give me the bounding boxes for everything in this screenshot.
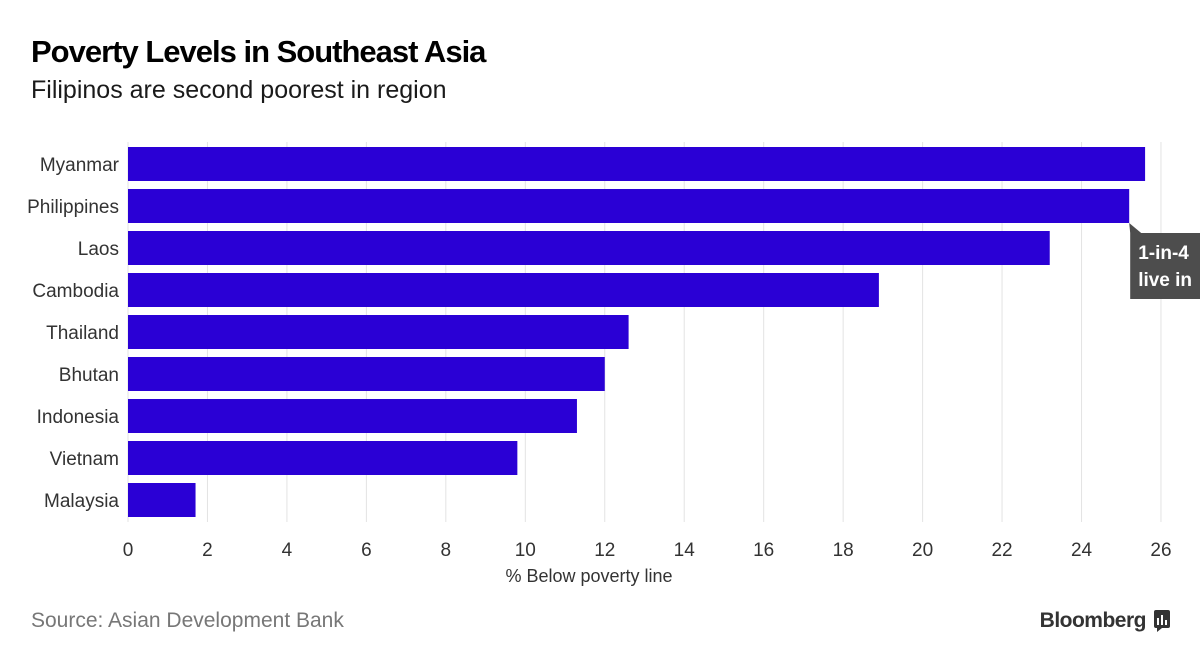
x-tick-label: 18 xyxy=(833,540,854,561)
chart-title: Poverty Levels in Southeast Asia xyxy=(31,34,486,69)
x-tick-label: 12 xyxy=(594,540,615,561)
category-label: Thailand xyxy=(46,323,119,344)
category-label: Laos xyxy=(78,239,119,260)
bar-laos xyxy=(128,231,1050,265)
x-axis-label: % Below poverty line xyxy=(505,566,672,586)
brand-logo: Bloomberg xyxy=(1040,609,1170,633)
annotation-box xyxy=(1130,233,1200,299)
x-tick-label: 6 xyxy=(361,540,372,561)
annotation-text: live in xyxy=(1138,270,1192,291)
bloomberg-terminal-icon xyxy=(1154,610,1170,632)
x-tick-label: 26 xyxy=(1150,540,1171,561)
annotation-callout: 1-in-4 live in xyxy=(1129,223,1200,299)
bar-philippines xyxy=(128,189,1130,223)
x-tick-label: 20 xyxy=(912,540,933,561)
source-note: Source: Asian Development Bank xyxy=(31,609,344,632)
brand-name: Bloomberg xyxy=(1039,609,1147,632)
chart-subtitle: Filipinos are second poorest in region xyxy=(31,76,447,104)
category-label: Myanmar xyxy=(40,155,120,176)
bar-thailand xyxy=(128,315,629,349)
bar-bhutan xyxy=(128,357,605,391)
x-axis-ticks: 0 2 4 6 8 10 12 14 16 18 20 22 24 26 xyxy=(123,540,1172,561)
category-labels: Myanmar Philippines Laos Cambodia Thailand Bh… xyxy=(27,155,120,512)
bar-indonesia xyxy=(128,399,577,433)
x-tick-label: 0 xyxy=(123,540,134,561)
bar-vietnam xyxy=(128,441,518,475)
x-tick-label: 16 xyxy=(753,540,774,561)
category-label: Cambodia xyxy=(32,281,119,302)
category-label: Vietnam xyxy=(50,449,119,470)
bars xyxy=(128,147,1146,517)
category-label: Malaysia xyxy=(44,491,119,512)
category-label: Bhutan xyxy=(59,365,119,386)
x-tick-label: 24 xyxy=(1071,540,1093,561)
x-tick-label: 2 xyxy=(202,540,213,561)
bar-cambodia xyxy=(128,273,879,307)
bar-chart: Myanmar Philippines Laos Cambodia Thailand Bh… xyxy=(27,142,1200,586)
annotation-pointer xyxy=(1129,223,1142,233)
category-label: Philippines xyxy=(27,197,119,218)
x-tick-label: 22 xyxy=(991,540,1012,561)
x-tick-label: 14 xyxy=(674,540,696,561)
x-tick-label: 10 xyxy=(515,540,536,561)
annotation-text: 1-in-4 xyxy=(1138,243,1189,264)
category-label: Indonesia xyxy=(37,407,120,428)
bar-myanmar xyxy=(128,147,1146,181)
bar-malaysia xyxy=(128,483,196,517)
x-tick-label: 4 xyxy=(282,540,293,561)
x-tick-label: 8 xyxy=(441,540,452,561)
